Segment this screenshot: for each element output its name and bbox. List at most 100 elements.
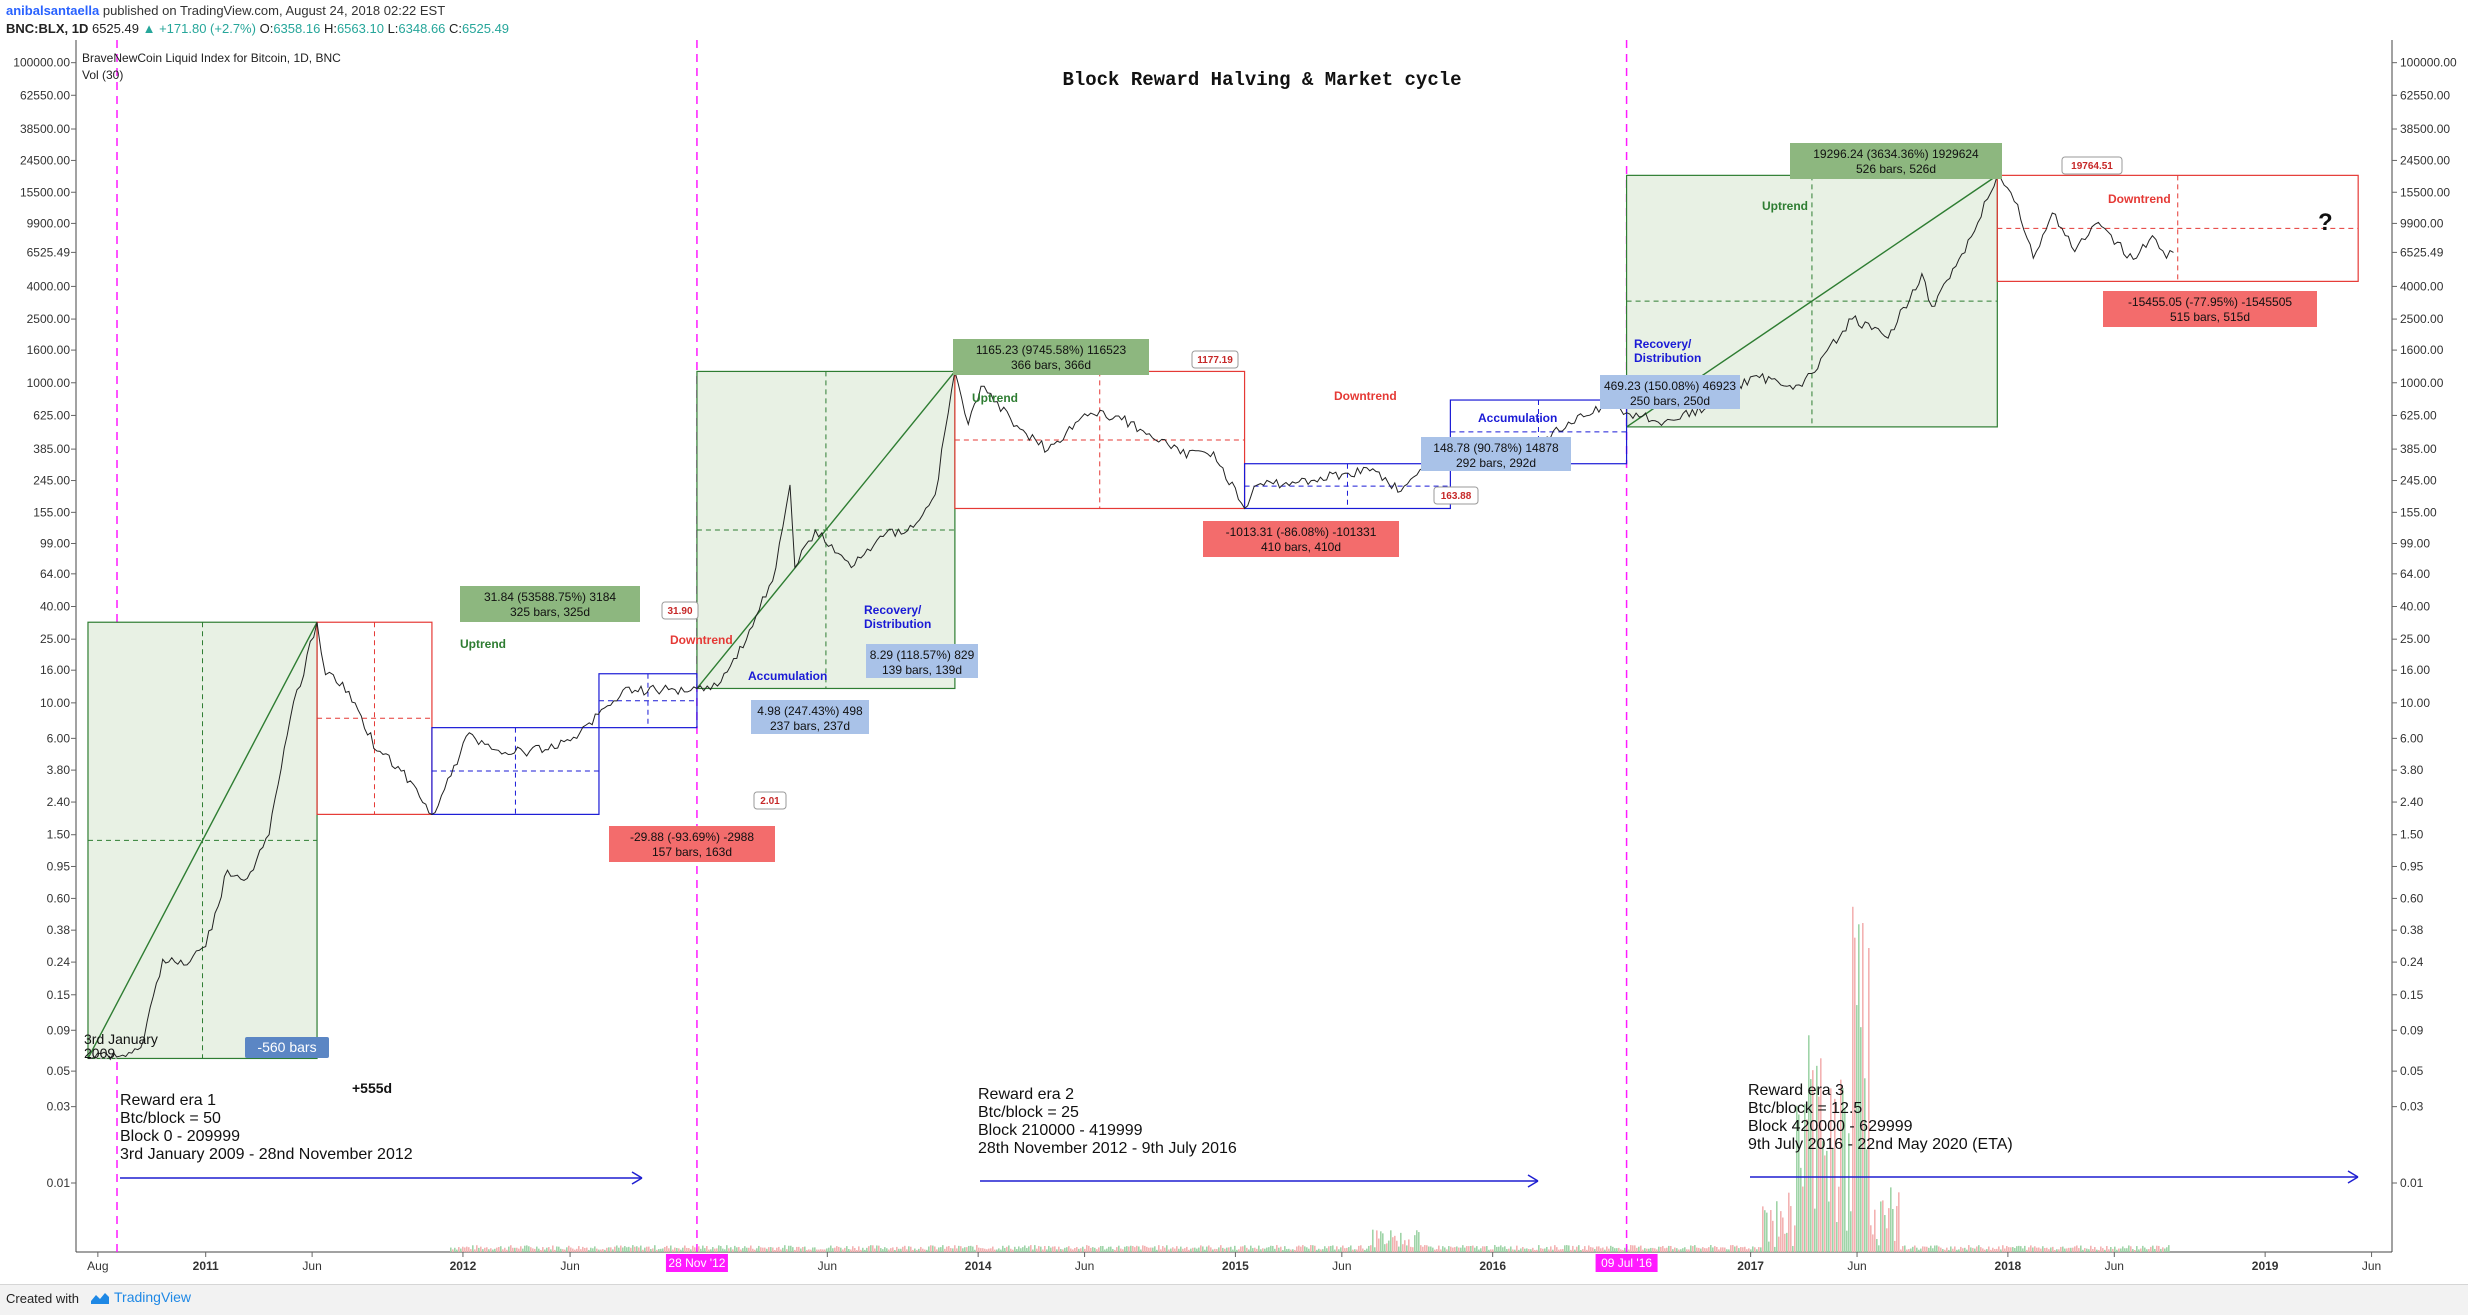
volume-bar: [1250, 1245, 1252, 1252]
volume-bar: [480, 1246, 482, 1252]
volume-bar: [1040, 1246, 1042, 1252]
volume-bar: [636, 1246, 638, 1252]
volume-bar: [894, 1249, 896, 1252]
volume-bar: [1676, 1248, 1678, 1252]
volume-bar: [1188, 1249, 1190, 1252]
volume-bar: [610, 1247, 612, 1252]
volume-bar: [1608, 1248, 1610, 1252]
volume-bar: [1212, 1249, 1214, 1252]
volume-bar: [748, 1247, 750, 1252]
volume-bar: [592, 1248, 594, 1252]
volume-bar: [1288, 1248, 1290, 1252]
volume-bar: [1964, 1247, 1966, 1252]
volume-bar: [1014, 1246, 1016, 1252]
volume-bar: [2156, 1245, 2158, 1252]
y-tick-label-left: 0.01: [47, 1176, 71, 1190]
volume-bar: [522, 1248, 524, 1252]
y-tick-label-left: 9900.00: [27, 216, 71, 230]
volume-bar: [656, 1249, 658, 1252]
volume-bar: [1986, 1249, 1988, 1252]
volume-bar: [1770, 1210, 1772, 1252]
volume-bar: [496, 1247, 498, 1252]
volume-bar: [1822, 1141, 1824, 1252]
volume-bar: [856, 1249, 858, 1252]
volume-bar: [1838, 1186, 1840, 1252]
volume-bar: [1684, 1247, 1686, 1252]
volume-bar: [568, 1245, 570, 1252]
author-link[interactable]: anibalsantaella: [6, 3, 100, 18]
price-line: [87, 174, 2174, 1061]
volume-bar: [630, 1247, 632, 1252]
volume-bar: [548, 1247, 550, 1252]
phase-label-downtrend-3: Downtrend: [2108, 192, 2171, 206]
y-tick-label-left: 1.50: [47, 828, 71, 842]
volume-bar: [1032, 1249, 1034, 1252]
volume-bar: [1712, 1247, 1714, 1252]
volume-bar: [1764, 1210, 1766, 1252]
volume-bar: [604, 1249, 606, 1252]
volume-bar: [1060, 1248, 1062, 1252]
volume-bar: [1154, 1246, 1156, 1252]
volume-bar: [790, 1245, 792, 1252]
price-callout-low-2: 163.88: [1441, 491, 1472, 502]
x-tick-label: Jun: [2362, 1259, 2381, 1273]
volume-bar: [964, 1247, 966, 1252]
volume-bar: [1156, 1249, 1158, 1252]
volume-bar: [508, 1246, 510, 1252]
volume-bar: [1114, 1249, 1116, 1252]
volume-bar: [1792, 1246, 1794, 1252]
y-tick-label-right: 25.00: [2400, 632, 2430, 646]
volume-bar: [2056, 1249, 2058, 1252]
volume-bar: [2166, 1247, 2168, 1252]
volume-bar: [1746, 1249, 1748, 1252]
volume-bar: [884, 1247, 886, 1252]
volume-bar: [1704, 1248, 1706, 1252]
volume-bar: [920, 1246, 922, 1252]
volume-bar: [982, 1248, 984, 1252]
price-chart[interactable]: 100000.00 62550.00 38500.00 24500.00 15500.0…: [0, 40, 2468, 1284]
volume-bar: [834, 1247, 836, 1252]
volume-bar: [2052, 1246, 2054, 1252]
volume-bar: [1950, 1246, 1952, 1252]
y-tick-label-right: 6525.49: [2400, 245, 2444, 259]
volume-bar: [1536, 1249, 1538, 1252]
volume-bar: [1602, 1247, 1604, 1252]
volume-bar: [1294, 1249, 1296, 1252]
close-value: 6525.49: [462, 21, 510, 36]
volume-bar: [1678, 1249, 1680, 1252]
volume-bar: [1086, 1245, 1088, 1252]
volume-bar: [1042, 1249, 1044, 1252]
volume-bar: [956, 1248, 958, 1252]
volume-bar: [1272, 1245, 1274, 1252]
volume-bar: [538, 1248, 540, 1252]
volume-bar: [822, 1249, 824, 1252]
volume-bar: [1130, 1245, 1132, 1252]
tradingview-label: TradingView: [114, 1289, 192, 1305]
volume-bar: [1462, 1245, 1464, 1252]
volume-bar: [2008, 1247, 2010, 1252]
era-3-name: Reward era 3: [1748, 1082, 1844, 1099]
measure-accumulation-2: 148.78 (90.78%) 14878 292 bars, 292d: [1433, 441, 1559, 470]
volume-bar: [936, 1249, 938, 1252]
volume-bar: [624, 1246, 626, 1252]
volume-bar: [1526, 1248, 1528, 1252]
volume-bar: [1878, 1245, 1880, 1252]
created-with: Created with: [6, 1291, 79, 1306]
volume-bar: [858, 1246, 860, 1252]
volume-bar: [1856, 1005, 1858, 1252]
measure-downtrend-3: -15455.05 (-77.95%) -1545505 515 bars, 51…: [2128, 295, 2292, 324]
volume-bar: [816, 1249, 818, 1252]
volume-bar: [1458, 1247, 1460, 1252]
volume-bar: [1522, 1247, 1524, 1252]
volume-bar: [1140, 1249, 1142, 1252]
volume-bar: [1534, 1249, 1536, 1252]
volume-bar: [1708, 1247, 1710, 1252]
ohlc-line: BNC:BLX, 1D 6525.49 ▲ +171.80 (+2.7%) O:…: [6, 21, 509, 36]
volume-bar: [1268, 1247, 1270, 1252]
volume-bar: [750, 1245, 752, 1252]
volume-bar: [1562, 1249, 1564, 1252]
volume-bar: [1210, 1247, 1212, 1252]
volume-bar: [704, 1248, 706, 1252]
volume-bar: [730, 1247, 732, 1252]
tradingview-link[interactable]: TradingView: [90, 1289, 191, 1305]
